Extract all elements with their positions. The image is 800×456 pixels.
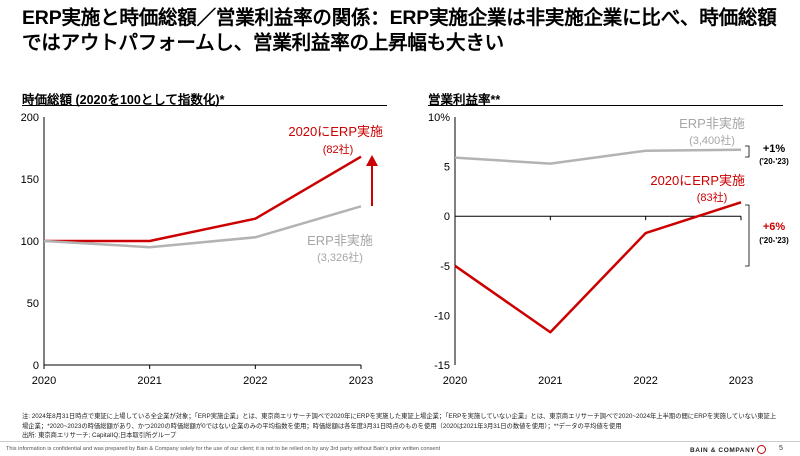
right-non-erp-bracket	[745, 145, 750, 158]
footnote-source: 出所: 東京商エリサーチ; CapitalIQ;日本取引所グループ	[22, 432, 177, 440]
footnote-line-2: 場企業；*2020~2023の時価総額があり、かつ2020の時価総額が0ではない…	[22, 422, 622, 430]
left-erp-count: (82社)	[323, 142, 354, 156]
left-y-tick-label: 100	[21, 236, 39, 248]
left-series-erp-line	[44, 155, 362, 243]
slide-title: ERP実施と時価総額／営業利益率の関係：ERP実施企業は非実施企業に比べ、時価総…	[22, 7, 777, 54]
footer-divider	[0, 441, 800, 442]
left-chart-title: 時価総額 (2020を100として指数化)*	[22, 93, 225, 107]
left-y-tick-label: 150	[21, 174, 39, 186]
footnotes: 注: 2024年8月31日時点で東証に上場している全企業が対象；「ERP実施企業…	[22, 412, 782, 441]
right-chart-title: 営業利益率**	[428, 93, 501, 107]
right-non-erp-change: +1%	[763, 143, 786, 155]
right-non-erp-label: ERP非実施	[679, 116, 745, 131]
footnote-line-1: 注: 2024年8月31日時点で東証に上場している全企業が対象；「ERP実施企業…	[22, 413, 777, 420]
right-x-tick-label: 2023	[729, 375, 753, 387]
right-erp-bracket	[745, 204, 750, 267]
left-x-tick-label: 2022	[243, 375, 267, 387]
right-title-rule	[428, 105, 783, 106]
left-non-erp-count: (3,326社)	[317, 250, 363, 264]
left-non-erp-label: ERP非実施	[307, 233, 373, 248]
right-erp-label: 2020にERP実施	[650, 173, 745, 188]
right-y-tick-label: 10%	[428, 112, 450, 124]
operating-margin-chart: -15 -10 -5 0 5 10% 2020 2021 2022 2023 ERP非実施 (3,40…	[428, 112, 789, 387]
right-x-tick-label: 2022	[633, 375, 657, 387]
brand-logo: BAIN & COMPANY	[690, 445, 767, 454]
left-title-rule	[22, 105, 387, 106]
right-series-non-erp-line	[454, 148, 742, 165]
left-x-tick-label: 2023	[349, 375, 373, 387]
right-series-erp-line	[454, 201, 742, 334]
left-x-tick-label: 2020	[32, 375, 56, 387]
right-non-erp-count: (3,400社)	[689, 133, 735, 147]
right-y-tick-label: -5	[440, 261, 450, 273]
confidentiality-notice: This information is confidential and was…	[6, 446, 441, 452]
left-y-tick-label: 200	[21, 112, 39, 124]
brand-name: BAIN & COMPANY	[690, 447, 756, 454]
left-x-tick-label: 2021	[137, 375, 161, 387]
brand-mark-icon	[757, 445, 767, 454]
right-x-tick-label: 2021	[538, 375, 562, 387]
right-y-tick-label: 5	[444, 162, 450, 174]
right-y-tick-label: -15	[434, 360, 450, 372]
right-erp-count: (83社)	[697, 190, 728, 204]
right-y-tick-label: 0	[444, 211, 450, 223]
left-series-non-erp-line	[43, 205, 362, 249]
right-x-tick-label: 2020	[443, 375, 467, 387]
left-erp-label: 2020にERP実施	[288, 124, 383, 139]
right-y-tick-label: -10	[434, 310, 450, 322]
right-erp-change: +6%	[763, 221, 786, 233]
left-y-tick-label: 50	[27, 298, 39, 310]
page-number: 5	[779, 445, 783, 452]
left-y-tick-label: 0	[33, 360, 39, 372]
left-growth-arrow-head	[366, 155, 378, 166]
right-non-erp-period: ('20-'23)	[759, 157, 789, 166]
market-cap-chart: 0 50 100 150 200 2020 2021 2022 2023 2020にERP実施 (8…	[21, 112, 383, 387]
right-erp-period: ('20-'23)	[759, 236, 789, 245]
